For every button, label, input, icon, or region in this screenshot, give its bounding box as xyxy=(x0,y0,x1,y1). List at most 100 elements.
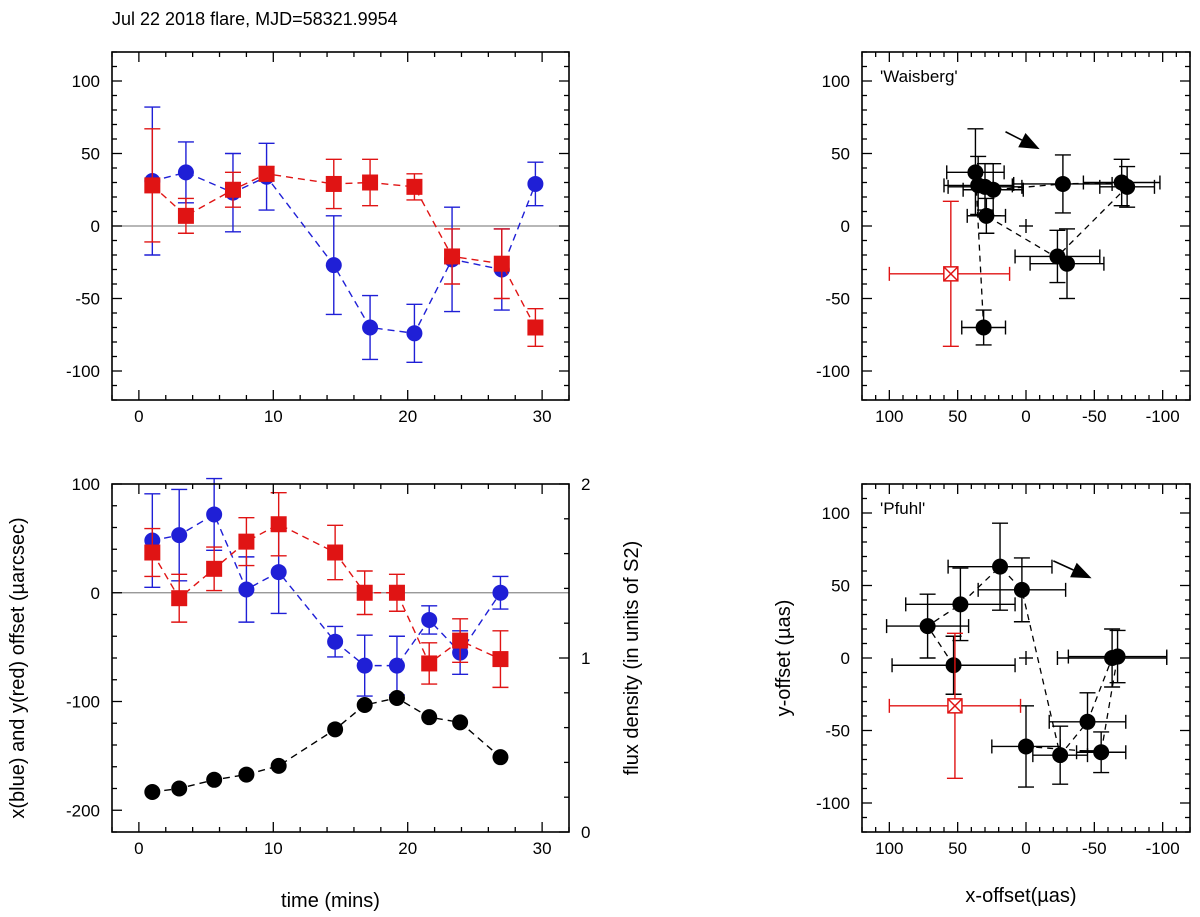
x-tick-label: 100 xyxy=(875,839,903,858)
data-point-red xyxy=(421,655,438,672)
x-tick-label: -50 xyxy=(1082,839,1107,858)
data-point-red xyxy=(238,533,255,550)
x-tick-label: 10 xyxy=(264,839,283,858)
y-tick-label: -50 xyxy=(825,290,850,309)
data-point-red xyxy=(144,544,161,561)
position-point xyxy=(1013,581,1030,598)
data-point-red xyxy=(270,516,287,533)
data-point-blue xyxy=(238,581,255,598)
y2-axis-label: flux density (in units of S2) xyxy=(621,541,643,776)
data-point-black xyxy=(171,780,188,797)
data-point-blue xyxy=(206,506,223,523)
position-point xyxy=(952,596,969,613)
y2-tick-label: 1 xyxy=(581,649,590,668)
y-axis-label: x(blue) and y(red) offset (µarcsec) xyxy=(7,517,29,818)
data-point-black xyxy=(452,714,469,731)
y-tick-label: 50 xyxy=(831,145,850,164)
panel-bottom-right-pfuhl-positions: 100 50 0 -50 -100 -100 -50 0 50 100 'Pfuhl' x-offse… xyxy=(773,483,1191,907)
data-point-black xyxy=(388,690,405,707)
data-point-blue xyxy=(327,633,344,650)
data-point-red xyxy=(452,632,469,649)
x-axis-label: time (mins) xyxy=(281,890,380,912)
data-point-blue xyxy=(325,257,342,274)
panel-top-right-waisberg-positions: 100 50 0 -50 -100 -100 -50 0 50 100 'Waisberg' xyxy=(816,51,1191,426)
position-point xyxy=(945,657,962,674)
data-point-red xyxy=(144,177,161,194)
y-tick-label: 100 xyxy=(822,504,850,523)
data-point-blue xyxy=(406,325,423,342)
data-point-blue xyxy=(421,611,438,628)
x-tick-label: -100 xyxy=(1146,407,1180,426)
y-tick-label: -200 xyxy=(66,801,100,820)
data-point-black xyxy=(238,766,255,783)
center-cross-icon xyxy=(1019,651,1033,665)
position-point xyxy=(1052,747,1069,764)
direction-arrow-icon xyxy=(1005,131,1040,150)
data-point-red xyxy=(356,584,373,601)
x-tick-label: 0 xyxy=(1021,407,1030,426)
data-point-red xyxy=(327,544,344,561)
data-point-red xyxy=(406,178,423,195)
y-tick-label: 50 xyxy=(81,145,100,164)
y-tick-label: 100 xyxy=(72,72,100,91)
x-tick-label: 30 xyxy=(533,407,552,426)
y-tick-label: -50 xyxy=(825,722,850,741)
position-point xyxy=(975,319,992,336)
data-point-blue xyxy=(388,657,405,674)
y-tick-label: -50 xyxy=(75,290,100,309)
x-tick-label: 20 xyxy=(398,407,417,426)
data-point-red xyxy=(258,165,275,182)
reference-marker xyxy=(943,266,959,282)
x-tick-label: 0 xyxy=(134,839,143,858)
series-line-black xyxy=(152,697,501,793)
data-point-blue xyxy=(171,527,188,544)
axes xyxy=(861,51,1191,401)
x-tick-label: 50 xyxy=(948,839,967,858)
y-tick-label: 100 xyxy=(822,72,850,91)
data-point-blue xyxy=(270,564,287,581)
data-point-blue xyxy=(492,584,509,601)
position-point xyxy=(1018,738,1034,755)
position-point xyxy=(919,618,936,635)
data-point-red xyxy=(527,319,544,336)
data-point-blue xyxy=(527,175,544,192)
center-cross-icon xyxy=(1019,219,1033,233)
y-tick-label: 0 xyxy=(841,649,850,668)
data-point-blue xyxy=(356,657,373,674)
data-point-black xyxy=(206,771,223,788)
position-point xyxy=(1109,648,1126,665)
y-tick-label: 0 xyxy=(91,217,100,236)
data-point-black xyxy=(327,721,344,738)
position-point xyxy=(967,164,984,181)
series-line-red xyxy=(151,523,501,665)
position-point xyxy=(992,558,1009,575)
data-point-black xyxy=(492,749,509,766)
data-point-red xyxy=(388,584,405,601)
reference-marker xyxy=(947,698,963,714)
axes xyxy=(111,51,570,401)
data-point-black xyxy=(144,783,161,800)
x-tick-label: -50 xyxy=(1082,407,1107,426)
axes xyxy=(111,483,570,833)
panel-label: 'Waisberg' xyxy=(880,67,958,86)
data-point-red xyxy=(325,175,342,192)
y-tick-label: 0 xyxy=(841,217,850,236)
data-point-red xyxy=(492,651,509,668)
panel-label: 'Pfuhl' xyxy=(880,499,925,518)
position-point xyxy=(985,181,1002,198)
data-point-blue xyxy=(177,164,194,181)
x-tick-label: 30 xyxy=(533,839,552,858)
y2-tick-label: 2 xyxy=(581,475,590,494)
axes xyxy=(861,483,1191,833)
x-tick-label: 0 xyxy=(134,407,143,426)
series-line-red xyxy=(151,173,537,328)
position-point xyxy=(978,207,995,224)
y-tick-label: -100 xyxy=(816,794,850,813)
x-tick-label: 20 xyxy=(398,839,417,858)
data-point-red xyxy=(177,207,194,224)
data-point-red xyxy=(444,248,461,265)
series-line-blue xyxy=(152,513,502,667)
x-tick-label: -100 xyxy=(1146,839,1180,858)
panel-bottom-left-timeseries-flux: 0 10 20 30 -200 -100 0 100 0 1 2 time (mins) x(blue)… xyxy=(7,475,643,912)
